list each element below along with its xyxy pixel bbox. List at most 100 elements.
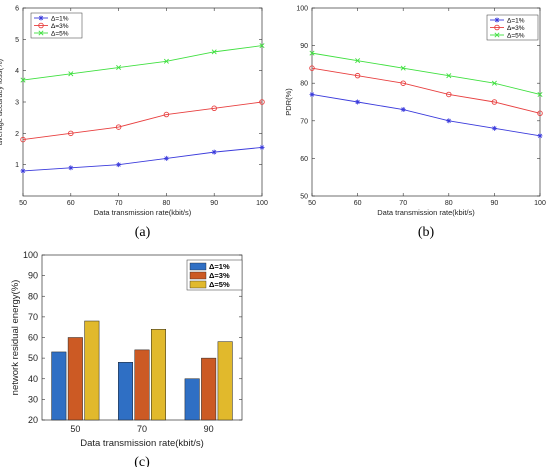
y-tick-label: 5 — [15, 37, 19, 44]
y-tick-label: 70 — [300, 118, 308, 125]
bar — [51, 351, 67, 421]
series-line — [22, 45, 263, 81]
y-tick-label: 60 — [300, 156, 308, 163]
series-line — [311, 67, 541, 114]
y-tick-label: 40 — [28, 374, 38, 384]
data-point — [491, 125, 497, 131]
legend-swatch — [189, 280, 207, 289]
x-tick-label: 90 — [210, 200, 218, 207]
y-tick-label: 90 — [28, 271, 38, 281]
plot-frame — [22, 7, 263, 197]
bar — [67, 337, 83, 421]
data-point — [115, 124, 122, 130]
x-tick-label: 90 — [204, 424, 214, 434]
series-line — [22, 146, 263, 172]
y-tick-label: 2 — [15, 131, 19, 138]
data-point — [537, 91, 543, 97]
data-point — [537, 110, 543, 117]
y-tick-label: 6 — [15, 6, 19, 13]
x-tick-label: 100 — [256, 200, 268, 207]
data-point — [259, 43, 265, 49]
figure-caption: (c) — [134, 455, 150, 467]
legend-label: Δ=1% — [51, 15, 69, 22]
legend-marker — [494, 24, 500, 31]
chart-accuracy-loss: 50 60 70 80 90 100 1 2 3 4 5 6 Data transmission rat… — [0, 6, 268, 241]
y-tick-label: 4 — [15, 68, 19, 75]
data-point — [68, 165, 74, 171]
data-point — [116, 162, 122, 168]
data-point — [68, 130, 74, 137]
x-tick-label: 50 — [19, 200, 27, 207]
y-axis-label: PDR(%) — [284, 88, 293, 116]
y-axis-label: average accuracy loss(%) — [0, 58, 4, 145]
data-point — [211, 49, 217, 55]
data-point — [491, 80, 497, 86]
data-point — [309, 50, 315, 56]
bar — [217, 341, 233, 421]
data-point — [163, 58, 169, 64]
figure-caption: (b) — [418, 225, 435, 240]
x-axis-label: Data transmission rate(kbit/s) — [80, 438, 204, 449]
legend-marker — [38, 15, 44, 21]
y-tick-label: 100 — [23, 250, 38, 260]
data-point — [354, 72, 361, 79]
y-tick-label: 100 — [296, 6, 308, 13]
y-tick-label: 70 — [28, 312, 38, 322]
x-tick-label: 50 — [70, 424, 80, 434]
x-tick-label: 80 — [445, 200, 453, 207]
legend-marker — [38, 22, 44, 29]
legend-marker — [38, 30, 44, 36]
data-point — [400, 65, 406, 71]
y-tick-label: 80 — [28, 291, 38, 301]
legend-label: Δ=3% — [507, 25, 525, 32]
y-tick-label: 1 — [15, 162, 19, 169]
y-tick-label: 30 — [28, 394, 38, 404]
data-point — [211, 105, 217, 112]
x-tick-label: 100 — [534, 200, 546, 207]
x-axis-label: Data transmission rate(kbit/s) — [94, 208, 192, 217]
x-tick-label: 70 — [137, 424, 147, 434]
bar — [151, 329, 166, 421]
data-point — [163, 155, 169, 161]
x-axis-label: Data transmission rate(kbit/s) — [377, 208, 475, 217]
data-point — [355, 58, 361, 64]
x-tick-label: 60 — [67, 200, 75, 207]
data-point — [20, 77, 26, 83]
data-point — [163, 111, 170, 118]
legend-marker — [494, 17, 500, 23]
x-tick-label: 50 — [308, 200, 316, 207]
legend-label: Δ=3% — [209, 271, 230, 280]
data-point — [491, 99, 498, 105]
x-tick-label: 60 — [354, 200, 362, 207]
y-tick-label: 50 — [28, 353, 38, 363]
bar — [201, 357, 217, 421]
figure-caption: (a) — [135, 225, 151, 240]
x-tick-label: 90 — [491, 200, 499, 207]
bar — [118, 362, 133, 421]
series-line — [22, 101, 263, 141]
data-point — [355, 99, 361, 105]
legend-swatch — [189, 271, 207, 280]
y-tick-label: 20 — [28, 415, 38, 425]
y-tick-label: 60 — [28, 333, 38, 343]
data-point — [309, 91, 315, 97]
legend-label: Δ=3% — [51, 23, 69, 30]
data-point — [20, 168, 26, 174]
data-point — [68, 71, 74, 77]
legend-label: Δ=5% — [51, 30, 69, 37]
data-point — [116, 65, 122, 71]
x-tick-label: 70 — [399, 200, 407, 207]
bar — [84, 320, 100, 421]
data-point — [446, 73, 452, 79]
data-point — [309, 65, 315, 71]
bar — [134, 349, 150, 421]
y-tick-label: 90 — [300, 43, 308, 50]
series-line — [311, 94, 541, 137]
bar — [184, 378, 200, 421]
legend-label: Δ=5% — [209, 280, 230, 289]
data-point — [446, 91, 452, 98]
legend-label: Δ=1% — [507, 17, 525, 24]
chart-pdr: 50 60 70 80 90 100 50 60 70 80 90 100 Data transmiss… — [284, 6, 546, 241]
